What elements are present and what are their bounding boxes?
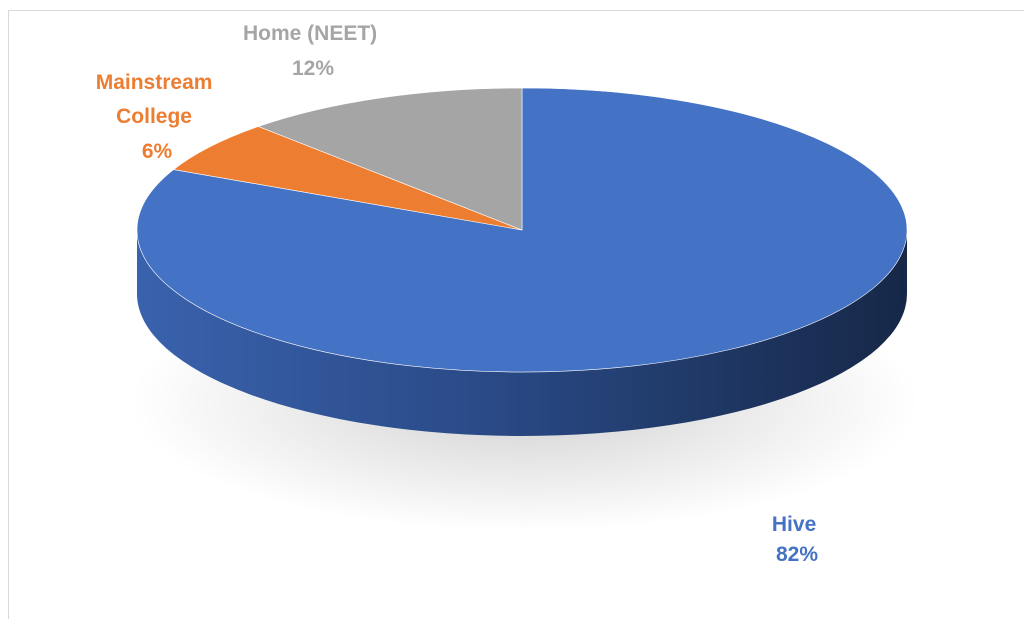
pie-slice-home-neet [257,87,523,231]
chart-area [8,10,1024,619]
pie-side-wall [137,230,907,436]
pie-slice-mainstream-college [172,126,523,231]
label-home-neet: Home (NEET) 12% [243,22,383,80]
label-mainstream-college: Mainstream College 6% [96,71,219,163]
label-hive: Hive 82% [772,513,822,566]
